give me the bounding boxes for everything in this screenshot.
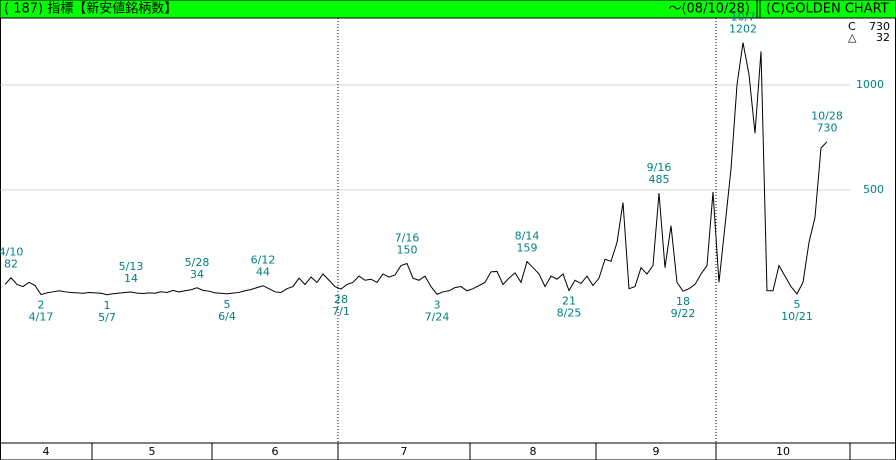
summary-value: 730 (869, 20, 890, 33)
annotation-value: 28 (334, 293, 348, 306)
annotation-value: 150 (397, 243, 418, 256)
annotation-date: 10/28 (811, 110, 843, 123)
annotation-date: 10/21 (781, 310, 813, 323)
annotation-date: 8/25 (557, 307, 582, 320)
annotation-date: 6/4 (218, 310, 236, 323)
x-tick-label: 6 (272, 445, 279, 458)
y-tick-label: 1000 (856, 78, 884, 91)
annotation-date: 4/17 (29, 311, 54, 324)
annotation-date: 9/16 (647, 161, 672, 174)
annotation-value: 2 (38, 299, 45, 312)
annotation-date: 5/13 (119, 260, 144, 273)
annotation-date: 6/12 (251, 254, 276, 267)
annotation-value: 14 (124, 272, 138, 285)
annotation-value: 5 (794, 298, 801, 311)
x-tick-label: 10 (776, 445, 790, 458)
summary-label: △ (848, 31, 857, 44)
date-range: ～(08/10/28) (668, 2, 750, 17)
x-tick-label: 9 (653, 445, 660, 458)
annotation-date: 7/24 (425, 310, 450, 323)
x-tick-label: 7 (401, 445, 408, 458)
annotation-value: 730 (817, 122, 838, 135)
annotation-date: 7/1 (332, 305, 350, 318)
chart-title: ( 187) 指標【新安値銘柄数】 (4, 1, 177, 17)
annotation-value: 5 (224, 298, 231, 311)
summary-label: C (848, 20, 856, 33)
annotation-value: 485 (649, 173, 670, 186)
annotation-value: 82 (4, 258, 18, 271)
copyright: (C)GOLDEN CHART (766, 2, 889, 17)
annotation-date: 7/16 (395, 231, 420, 244)
annotation-date: 5/7 (98, 311, 116, 324)
x-tick-label: 8 (530, 445, 537, 458)
annotation-date: 4/10 (0, 246, 23, 259)
annotation-value: 1 (104, 299, 111, 312)
frame (0, 17, 896, 460)
annotation-date: 9/22 (671, 307, 696, 320)
annotation-value: 34 (190, 268, 204, 281)
x-tick-label: 5 (149, 445, 156, 458)
annotation-date: 8/14 (515, 230, 540, 243)
annotation-value: 1202 (729, 23, 757, 36)
annotation-value: 18 (676, 295, 690, 308)
annotation-value: 21 (562, 295, 576, 308)
x-tick-label: 4 (43, 445, 50, 458)
line-series (4, 42, 828, 296)
annotation-date: 5/28 (185, 256, 210, 269)
annotation-value: 3 (434, 298, 441, 311)
y-tick-label: 500 (863, 183, 884, 196)
annotation-value: 159 (517, 242, 538, 255)
annotation-value: 44 (256, 266, 270, 279)
annotation-date: 10/7 (731, 11, 756, 24)
summary-value: 32 (876, 31, 890, 44)
